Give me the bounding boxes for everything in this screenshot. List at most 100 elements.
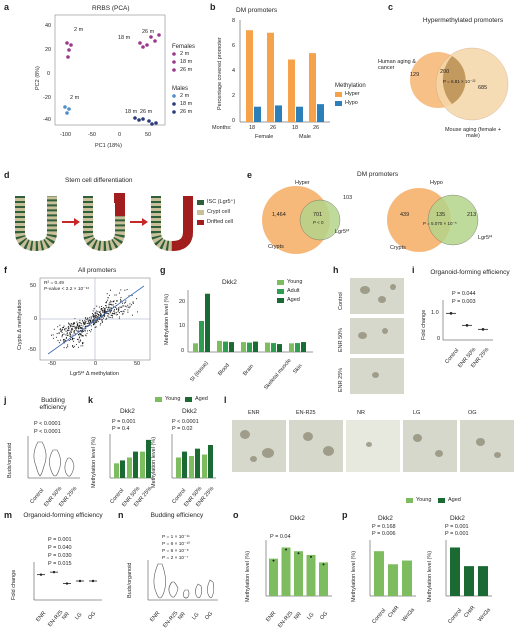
o-gene: Dkk2 [290, 515, 305, 522]
scatter-point [116, 307, 118, 310]
dm-bar-ytick: 4 [232, 68, 236, 74]
scatter-point [90, 329, 92, 331]
scatter-point [81, 331, 83, 333]
o-bar-chart [265, 540, 332, 597]
scatter-point [70, 329, 72, 331]
data-point [449, 312, 453, 315]
bar-aged [253, 341, 258, 352]
venn-c-left-only: 129 [410, 72, 420, 78]
micrograph-lg [403, 420, 457, 472]
scatter-point [110, 310, 112, 312]
scatter-point [76, 325, 78, 327]
scatter-point [107, 309, 109, 311]
scatter-point [132, 302, 134, 304]
pca-plot [54, 14, 166, 126]
scatter-point [104, 307, 106, 309]
scatter-point [72, 346, 75, 349]
scatter-point [100, 312, 102, 315]
scatter-point [131, 314, 134, 316]
scatter-point [104, 311, 106, 313]
scatter-pval: P-value < 2.2 × 10⁻¹⁶ [44, 287, 90, 292]
venn-c-overlap [442, 56, 466, 104]
venn-e-hyper-p: P < 0 [313, 220, 324, 225]
pca-xtick: 50 [145, 132, 152, 138]
scatter-point [72, 346, 74, 348]
venn-c-left-label: Human aging & cancer [378, 59, 416, 71]
scatter-point [121, 311, 123, 313]
i-ylabel: Fold change [421, 309, 427, 340]
crypt-schematic [15, 193, 193, 252]
scatter-point [116, 300, 118, 302]
g-category: Blood [217, 362, 231, 378]
scatter-point [73, 338, 75, 340]
panel-label-f: f [4, 265, 7, 275]
venn-e-sub-hypo: Hypo [430, 180, 443, 186]
k-ylabel-right: Methylation level (%) [151, 436, 157, 488]
pca-label-male-26m: 26 m [140, 109, 153, 115]
bar-young [217, 340, 222, 352]
scatter-point [100, 305, 103, 308]
scatter-point [71, 339, 73, 341]
bar [294, 551, 303, 596]
scatter-point [111, 315, 114, 317]
scatter-point [106, 317, 108, 319]
scatter-point [81, 335, 83, 337]
scatter-point [121, 302, 124, 304]
n-violin-enr [153, 563, 166, 599]
pca-point [133, 116, 137, 120]
i-ytick: 1.0 [431, 310, 439, 316]
scatter-point [108, 308, 110, 311]
pca-legend-label: 2 m [180, 93, 190, 99]
dm-bar-month: 18 [292, 125, 299, 131]
scatter-point [92, 315, 94, 317]
scatter-point [76, 321, 78, 323]
scatter-point [55, 336, 57, 338]
l-label: LG [413, 410, 421, 416]
n-category: NR [177, 611, 187, 622]
scatter-point [68, 322, 70, 324]
scatter-point [64, 329, 66, 331]
bar-aged [301, 342, 306, 352]
scatter-point [69, 324, 72, 326]
k-right-gene: Dkk2 [182, 408, 197, 415]
scatter-point [84, 321, 86, 323]
scatter-ytick: 50 [30, 283, 37, 289]
l-label: EN-R25 [296, 410, 316, 416]
dm-bar-ytick: 0 [232, 118, 236, 124]
scatter-point [77, 322, 79, 325]
p-left-p: P = 0.168 [372, 524, 396, 530]
scatter-point [70, 339, 72, 341]
data-point [297, 552, 300, 555]
scatter-point [57, 326, 59, 328]
scatter-point [129, 303, 131, 305]
legend-swatch-adult [277, 289, 284, 294]
scatter-point [107, 297, 109, 299]
k-left-p: P = 0.001 [112, 419, 136, 425]
scatter-point [77, 330, 79, 332]
scatter-point [78, 340, 80, 342]
scatter-point [61, 335, 63, 337]
pca-legend-male-title: Males [172, 86, 189, 92]
n-violin-lg [195, 583, 203, 598]
scatter-ylabel: Crypts Δ methylation [17, 299, 23, 350]
scatter-point [61, 336, 63, 338]
venn-e-hyper-a: 1,464 [272, 212, 286, 218]
scatter-point [72, 325, 74, 327]
scatter-point [93, 308, 95, 310]
scatter-point [127, 309, 129, 311]
scatter-point [105, 311, 107, 313]
pca-label-female-2m: 2 m [74, 27, 84, 33]
scatter-point [136, 311, 139, 313]
scatter-point [115, 314, 117, 316]
j-violin-enr50 [49, 449, 61, 477]
scatter-point [93, 322, 95, 324]
scatter-point [85, 319, 87, 321]
bar [402, 560, 412, 596]
venn-e-sub-hyper: Hyper [295, 180, 310, 186]
scatter-point [123, 311, 125, 313]
scatter-point [80, 340, 82, 342]
scatter-point [118, 292, 121, 294]
g-gene-title: Dkk2 [222, 279, 237, 286]
data-point [285, 548, 287, 551]
n-ylabel: Buds/organoid [127, 562, 133, 598]
